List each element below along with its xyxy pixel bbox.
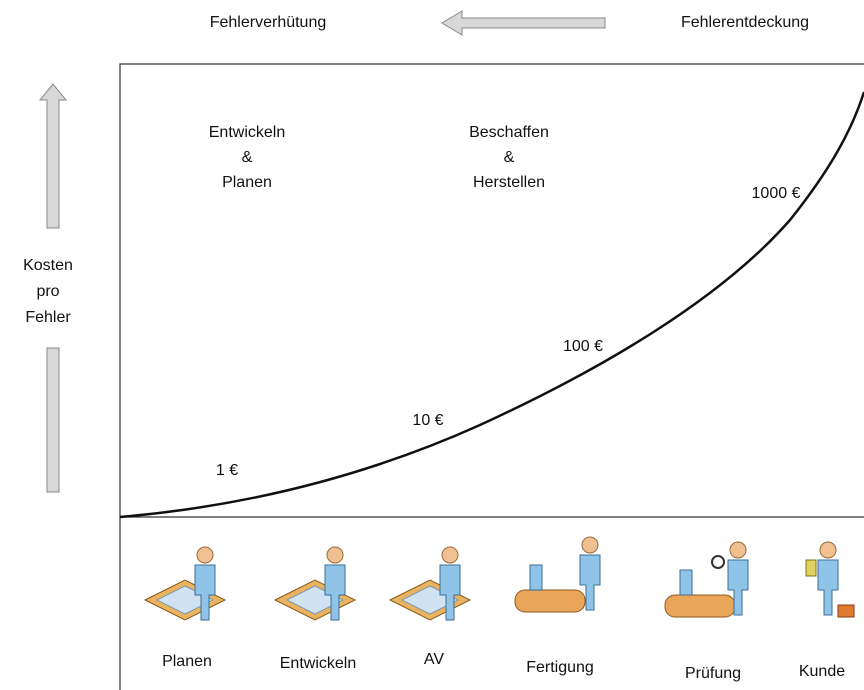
header-right: Fehlerentdeckung	[681, 14, 809, 31]
phase-label: Planen	[222, 174, 272, 191]
axis-label: Fehler	[25, 309, 71, 326]
up-arrow	[38, 83, 68, 229]
cost-label: 1 €	[216, 462, 238, 479]
axis-bar	[46, 347, 60, 493]
stage-icon	[805, 541, 855, 618]
stage-icon	[275, 547, 355, 620]
phase-label: &	[242, 149, 253, 166]
stage-icon	[145, 547, 225, 620]
cost-label: 1000 €	[752, 185, 801, 202]
stage-icon	[390, 547, 470, 620]
phase-label: Entwickeln	[209, 124, 285, 141]
cost-label: 100 €	[563, 338, 603, 355]
axis-label: pro	[36, 283, 59, 300]
stage-label: Planen	[162, 653, 212, 670]
stage-label: Entwickeln	[280, 655, 356, 672]
stage-label: Prüfung	[685, 665, 741, 682]
frame	[119, 63, 864, 690]
left-arrow	[441, 10, 606, 36]
axis-label: Kosten	[23, 257, 73, 274]
cost-curve	[119, 91, 864, 519]
phase-label: Beschaffen	[469, 124, 549, 141]
stage-label: Kunde	[799, 663, 845, 680]
stage-label: AV	[424, 651, 444, 668]
header-left: Fehlerverhütung	[210, 14, 327, 31]
phase-label: Herstellen	[473, 174, 545, 191]
stage-icon	[664, 541, 749, 618]
stage-icon	[514, 536, 601, 613]
stage-label: Fertigung	[526, 659, 594, 676]
cost-label: 10 €	[412, 412, 443, 429]
phase-label: &	[504, 149, 515, 166]
